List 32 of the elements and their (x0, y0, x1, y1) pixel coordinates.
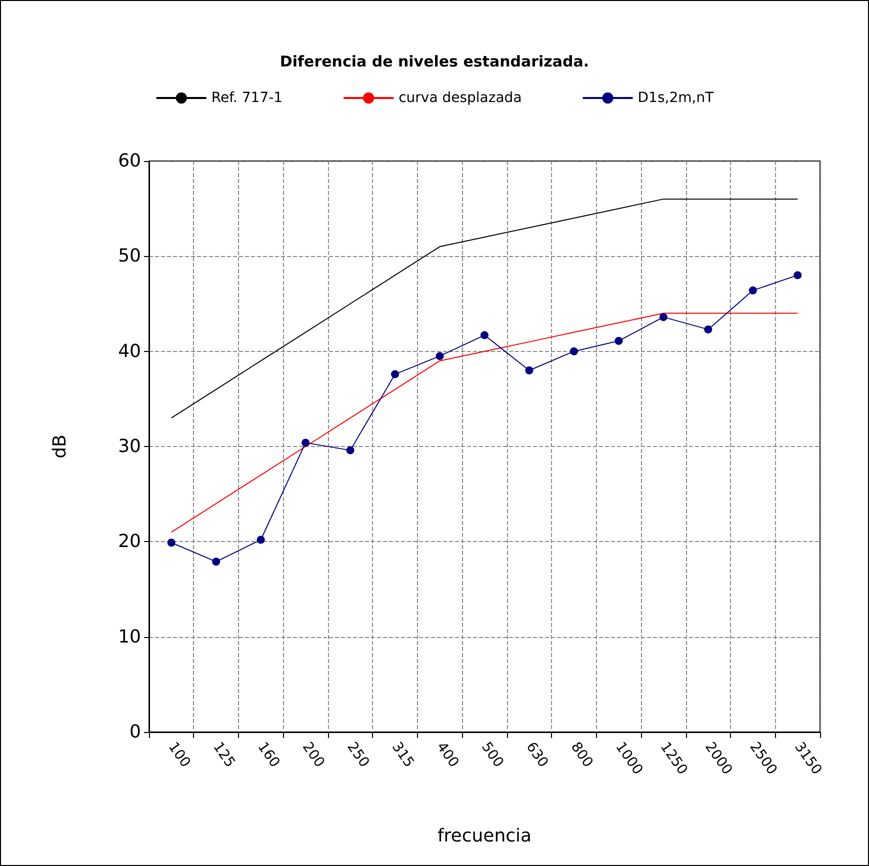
point (704, 325, 712, 334)
point (212, 558, 220, 566)
point (256, 536, 265, 544)
x-tick-label: 400 (433, 739, 462, 770)
y-tick-label: 40 (118, 340, 141, 362)
point (570, 347, 578, 356)
y-axis-title: dB (50, 434, 70, 458)
x-tick-label: 630 (522, 739, 552, 770)
legend-label: D1s,2m,nT (638, 90, 714, 106)
point (480, 331, 488, 340)
chart-title: Diferencia de niveles estandarizada. (280, 52, 590, 70)
x-axis-title: frecuencia (437, 826, 532, 846)
y-tick-label: 10 (118, 626, 141, 648)
line-series (170, 198, 798, 418)
y-tick-label: 60 (118, 150, 141, 172)
point (391, 370, 400, 378)
point (659, 313, 668, 322)
point (525, 366, 534, 374)
y-tick-label: 20 (118, 531, 141, 552)
point (436, 352, 444, 360)
point (794, 271, 802, 280)
point (614, 336, 623, 345)
point (748, 286, 757, 294)
y-tick-label: 0 (130, 722, 141, 742)
line-series (170, 312, 798, 533)
point (302, 438, 310, 447)
point (167, 538, 176, 547)
legend-label: Ref. 717-1 (211, 90, 283, 106)
y-tick-label: 30 (118, 436, 141, 457)
legend-label: curva desplazada (398, 90, 522, 106)
point (346, 446, 354, 454)
y-tick-label: 50 (118, 246, 141, 267)
